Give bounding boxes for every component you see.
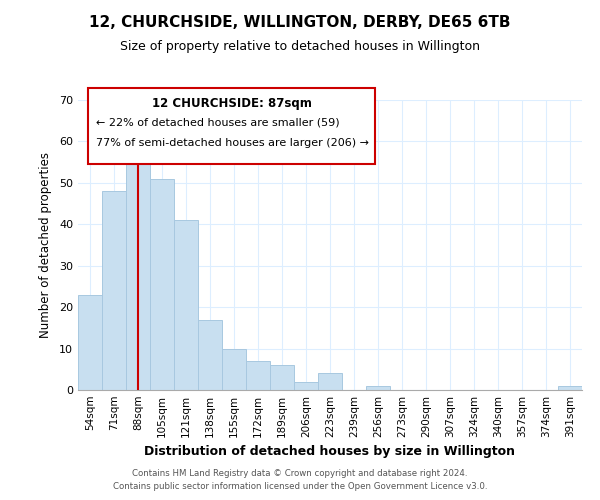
Bar xyxy=(246,361,270,390)
Bar xyxy=(270,365,294,390)
Text: Contains public sector information licensed under the Open Government Licence v3: Contains public sector information licen… xyxy=(113,482,487,491)
Bar xyxy=(102,191,126,390)
Text: 77% of semi-detached houses are larger (206) →: 77% of semi-detached houses are larger (… xyxy=(95,138,368,147)
Bar xyxy=(198,320,222,390)
Bar xyxy=(318,374,342,390)
Bar xyxy=(150,178,174,390)
X-axis label: Distribution of detached houses by size in Willington: Distribution of detached houses by size … xyxy=(145,446,515,458)
Text: ← 22% of detached houses are smaller (59): ← 22% of detached houses are smaller (59… xyxy=(95,118,339,128)
Text: 12, CHURCHSIDE, WILLINGTON, DERBY, DE65 6TB: 12, CHURCHSIDE, WILLINGTON, DERBY, DE65 … xyxy=(89,15,511,30)
Text: 12 CHURCHSIDE: 87sqm: 12 CHURCHSIDE: 87sqm xyxy=(152,97,311,110)
Bar xyxy=(174,220,198,390)
Bar xyxy=(222,348,246,390)
Bar xyxy=(558,386,582,390)
Bar xyxy=(126,150,150,390)
FancyBboxPatch shape xyxy=(88,88,376,164)
Bar xyxy=(78,294,102,390)
Y-axis label: Number of detached properties: Number of detached properties xyxy=(39,152,52,338)
Bar xyxy=(294,382,318,390)
Bar xyxy=(366,386,390,390)
Text: Contains HM Land Registry data © Crown copyright and database right 2024.: Contains HM Land Registry data © Crown c… xyxy=(132,468,468,477)
Text: Size of property relative to detached houses in Willington: Size of property relative to detached ho… xyxy=(120,40,480,53)
